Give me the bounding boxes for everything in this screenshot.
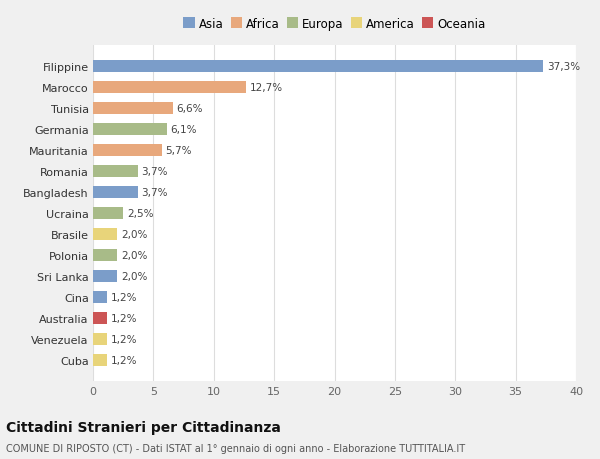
Bar xyxy=(93,124,167,135)
Text: 3,7%: 3,7% xyxy=(142,188,168,197)
Bar xyxy=(93,82,247,94)
Bar xyxy=(93,270,117,282)
Bar xyxy=(93,250,117,261)
Text: COMUNE DI RIPOSTO (CT) - Dati ISTAT al 1° gennaio di ogni anno - Elaborazione TU: COMUNE DI RIPOSTO (CT) - Dati ISTAT al 1… xyxy=(6,443,465,453)
Text: 2,0%: 2,0% xyxy=(121,230,147,239)
Bar xyxy=(93,229,117,240)
Text: 2,5%: 2,5% xyxy=(127,208,154,218)
Bar xyxy=(93,166,137,177)
Text: 12,7%: 12,7% xyxy=(250,83,283,93)
Text: 1,2%: 1,2% xyxy=(111,355,137,365)
Text: 2,0%: 2,0% xyxy=(121,271,147,281)
Bar xyxy=(93,187,137,198)
Text: 5,7%: 5,7% xyxy=(166,146,192,156)
Bar xyxy=(93,354,107,366)
Text: 1,2%: 1,2% xyxy=(111,334,137,344)
Text: Cittadini Stranieri per Cittadinanza: Cittadini Stranieri per Cittadinanza xyxy=(6,420,281,434)
Text: 6,1%: 6,1% xyxy=(170,125,197,134)
Bar xyxy=(93,61,544,73)
Text: 6,6%: 6,6% xyxy=(176,104,203,114)
Bar xyxy=(93,207,123,219)
Text: 1,2%: 1,2% xyxy=(111,313,137,323)
Legend: Asia, Africa, Europa, America, Oceania: Asia, Africa, Europa, America, Oceania xyxy=(181,16,488,34)
Text: 37,3%: 37,3% xyxy=(547,62,580,72)
Bar xyxy=(93,291,107,303)
Text: 3,7%: 3,7% xyxy=(142,167,168,177)
Bar xyxy=(93,313,107,324)
Text: 2,0%: 2,0% xyxy=(121,250,147,260)
Text: 1,2%: 1,2% xyxy=(111,292,137,302)
Bar xyxy=(93,103,173,114)
Bar xyxy=(93,145,162,157)
Bar xyxy=(93,333,107,345)
